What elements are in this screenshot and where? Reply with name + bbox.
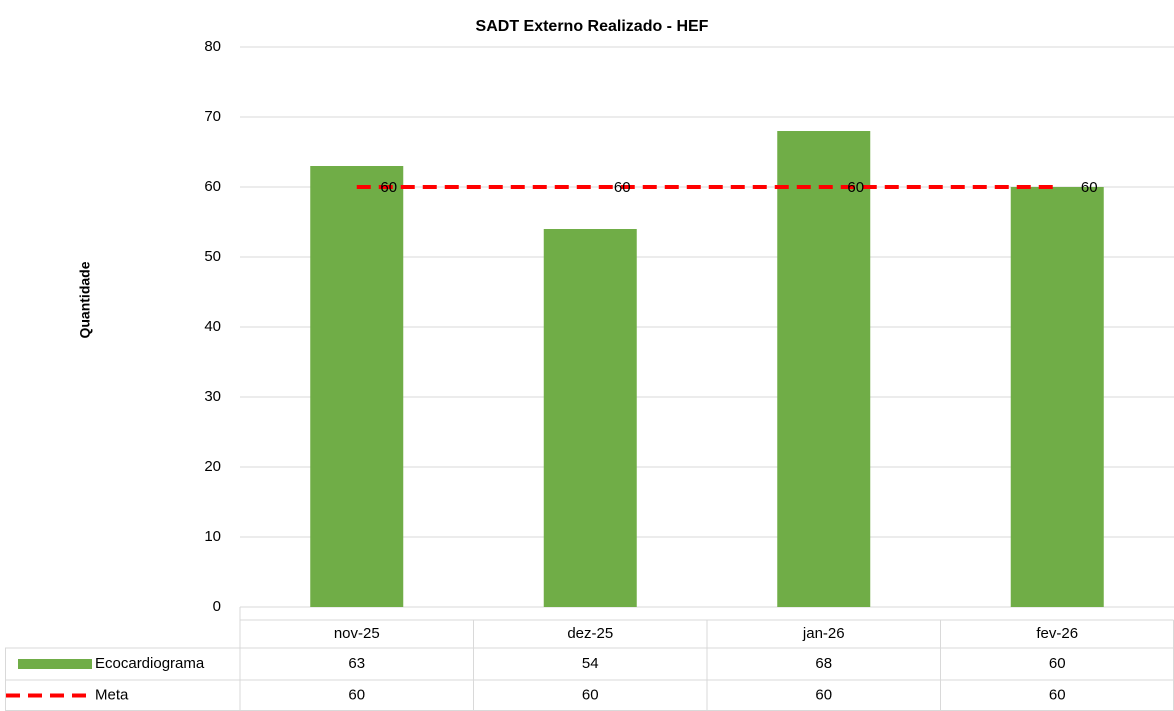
table-cell: 54 [582,655,599,672]
y-tick-label: 70 [204,108,221,125]
data-label: 60 [614,179,631,196]
x-tick-label: dez-25 [567,625,613,642]
y-tick-label: 0 [213,598,221,615]
table-cell: 60 [815,686,832,703]
y-tick-label: 10 [204,528,221,545]
table-cell: 60 [348,686,365,703]
y-tick-label: 30 [204,388,221,405]
data-label: 60 [1081,179,1098,196]
x-tick-label: nov-25 [334,625,380,642]
x-tick-label: fev-26 [1036,625,1078,642]
bar [1010,187,1104,607]
y-tick-label: 60 [204,178,221,195]
y-axis-label: Quantidade [77,261,93,338]
data-label: 60 [847,179,864,196]
table-cell: 68 [815,655,832,672]
legend-label: Meta [95,686,129,703]
legend-label: Ecocardiograma [95,655,205,672]
table-cell: 60 [1049,686,1066,703]
y-tick-label: 50 [204,248,221,265]
data-label: 60 [380,179,397,196]
y-tick-label: 40 [204,318,221,335]
bar [310,166,404,607]
y-tick-label: 80 [204,38,221,55]
table-cell: 63 [348,655,365,672]
table-cell: 60 [1049,655,1066,672]
legend-key [18,659,92,669]
chart-title: SADT Externo Realizado - HEF [476,18,709,35]
bar [543,229,637,607]
table-cell: 60 [582,686,599,703]
bar [777,131,871,607]
x-tick-label: jan-26 [802,625,845,642]
y-tick-label: 20 [204,458,221,475]
